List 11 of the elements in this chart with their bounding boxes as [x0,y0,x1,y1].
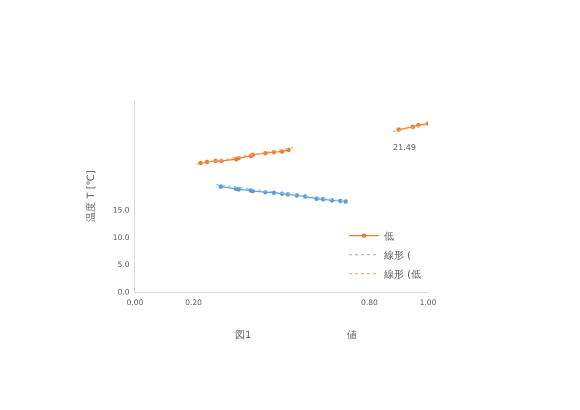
y-axis-title: 温度 T [℃] [84,170,97,222]
point [218,184,224,189]
legend-label: 低 [384,232,394,243]
legend-label: 線形 ( [383,250,412,262]
annotation: 21.49 [393,143,416,152]
caption: 図1 [235,330,252,341]
point [272,190,276,195]
legend-label: 線形 (低 [383,270,422,281]
point [343,199,348,204]
text: 値 [347,329,357,341]
point [263,150,268,156]
